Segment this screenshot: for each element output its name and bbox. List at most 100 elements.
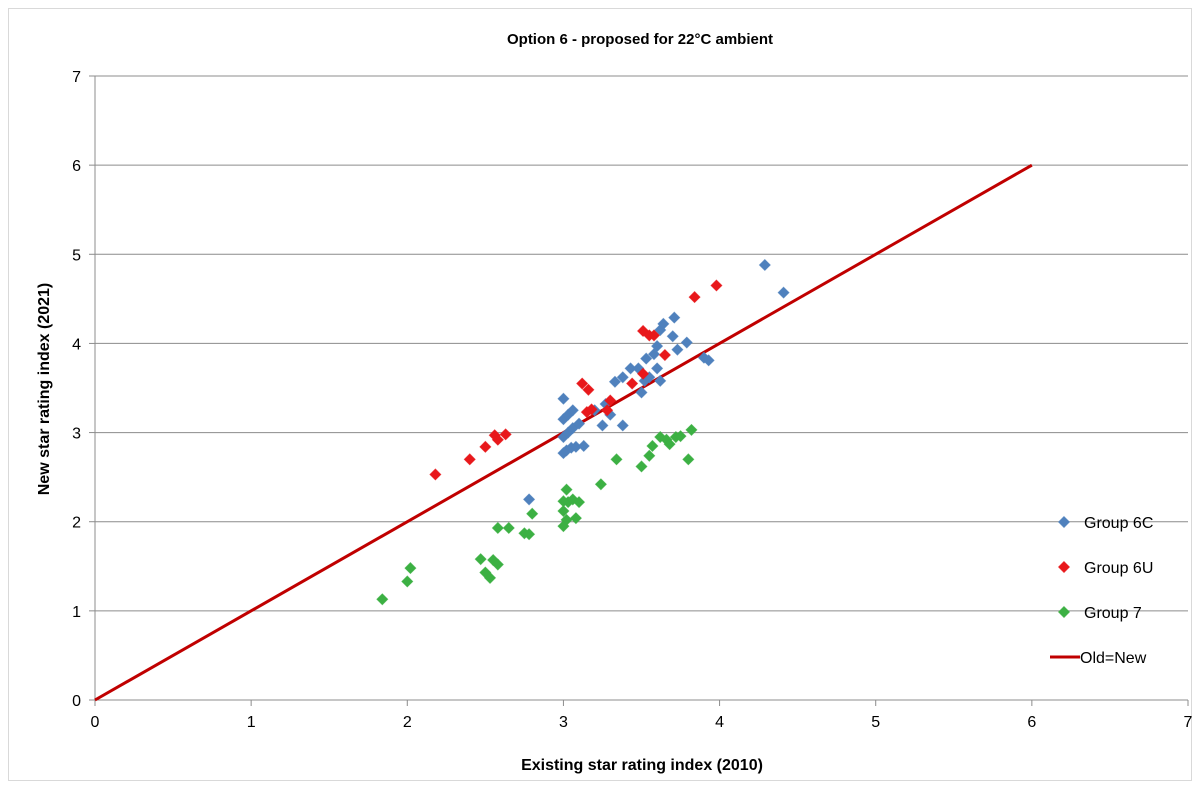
data-point-group-7-24 [635,460,648,473]
data-point-group-6c-17 [616,419,629,432]
data-point-group-7-29 [663,438,676,451]
legend-swatch-group-6u [1057,560,1071,574]
data-point-group-6c-36 [680,336,693,349]
data-point-group-6u-16 [647,329,661,342]
data-point-group-7-2 [404,562,417,575]
chart-area-border [8,8,1192,781]
y-tick-label-3: 3 [72,426,81,443]
y-tick-label-6: 6 [72,158,81,175]
data-point-group-6u-7 [582,383,595,396]
y-tick-label-7: 7 [72,69,81,86]
data-point-group-6c-12 [566,404,579,417]
data-point-group-6u-2 [479,440,492,453]
data-point-group-6c-35 [671,343,684,356]
data-point-group-6c-33 [666,330,679,343]
y-tick-label-1: 1 [72,604,81,621]
data-point-group-7-5 [483,571,497,584]
data-point-group-6c-40 [777,286,790,299]
data-point-group-7-26 [646,439,659,453]
data-point-group-6u-4 [491,433,504,446]
x-tick-label-1: 1 [247,714,256,731]
data-point-group-7-21 [572,496,586,509]
legend-swatch-group-7 [1057,605,1071,619]
data-point-group-6u-0 [429,468,442,481]
data-point-group-6c-34 [668,311,681,324]
x-tick-label-2: 2 [403,714,412,731]
data-point-group-7-9 [502,521,515,535]
data-point-group-6c-26 [640,352,653,365]
legend-item-group-6u: Group 6U [1057,560,1153,577]
legend: Group 6C Group 6U Group 7 Old=New [1050,515,1153,667]
data-point-group-7-22 [594,478,607,491]
x-tick-label-4: 4 [715,714,724,731]
series-group-7 [376,423,698,606]
data-point-group-6c-20 [616,371,629,384]
legend-item-old-new: Old=New [1050,650,1147,667]
x-tick-label-3: 3 [559,714,568,731]
data-point-group-7-32 [682,453,695,466]
y-tick-label-2: 2 [72,515,81,532]
data-point-group-7-1 [401,575,414,588]
data-point-group-6c-30 [651,340,664,353]
y-tick-label-0: 0 [72,693,81,710]
data-point-group-6c-39 [758,258,771,272]
legend-swatch-group-6c [1057,515,1071,529]
data-point-group-7-12 [526,507,539,520]
data-point-group-6c-0 [523,493,536,506]
data-point-group-6u-1 [463,453,476,466]
data-point-group-6u-5 [499,428,512,441]
data-point-group-7-33 [685,423,698,436]
data-point-group-7-31 [674,430,687,443]
data-point-group-6u-13 [636,367,650,380]
data-point-group-7-0 [376,593,389,606]
data-point-group-7-3 [474,553,487,566]
data-point-group-6c-38 [702,354,715,367]
data-point-group-7-8 [491,521,504,535]
data-point-group-7-7 [491,558,504,571]
legend-label-group-6u: Group 6U [1084,560,1153,577]
data-point-group-6u-12 [626,377,639,390]
data-point-group-6u-10 [601,404,614,417]
data-point-group-7-23 [610,453,623,466]
x-tick-label-5: 5 [871,714,880,731]
x-tick-label-7: 7 [1184,714,1193,731]
data-point-group-6c-23 [635,386,648,399]
data-point-group-6c-5 [577,439,590,453]
data-point-group-6u-19 [710,279,723,292]
plot-series [94,163,1033,702]
axes: 0 1 2 3 4 5 6 7 0 1 2 3 4 5 6 7 [72,69,1192,731]
y-tick-label-4: 4 [72,336,81,353]
series-group-6c [523,258,790,506]
data-point-group-6c-32 [657,317,670,330]
gridlines [95,75,1188,612]
x-axis-title: Existing star rating index (2010) [521,757,763,774]
data-point-group-6c-9 [572,417,586,430]
data-point-group-6u-11 [604,394,617,407]
x-tick-label-0: 0 [91,714,100,731]
legend-item-group-7: Group 7 [1057,605,1142,622]
data-point-group-6c-19 [608,375,622,388]
data-point-group-7-11 [523,528,536,541]
data-point-group-7-20 [569,512,582,525]
data-point-group-6c-13 [557,392,570,405]
data-point-group-7-25 [643,449,656,462]
data-point-group-7-15 [557,504,570,518]
data-point-group-6u-6 [576,377,589,390]
legend-label-group-6c: Group 6C [1084,515,1153,532]
data-point-group-6c-29 [654,374,667,387]
data-point-group-6u-17 [658,348,671,362]
legend-item-group-6c: Group 6C [1057,515,1153,532]
legend-label-old-new: Old=New [1080,650,1147,667]
y-tick-label-5: 5 [72,247,81,264]
data-point-group-6c-15 [596,419,609,432]
chart-title: Option 6 - proposed for 22°C ambient [507,31,773,48]
data-point-group-6u-9 [585,403,598,416]
data-point-group-7-18 [560,483,573,496]
data-point-group-6u-18 [688,291,701,304]
series-group-6u [429,279,723,481]
x-tick-label-6: 6 [1027,714,1036,731]
legend-label-group-7: Group 7 [1084,605,1142,622]
